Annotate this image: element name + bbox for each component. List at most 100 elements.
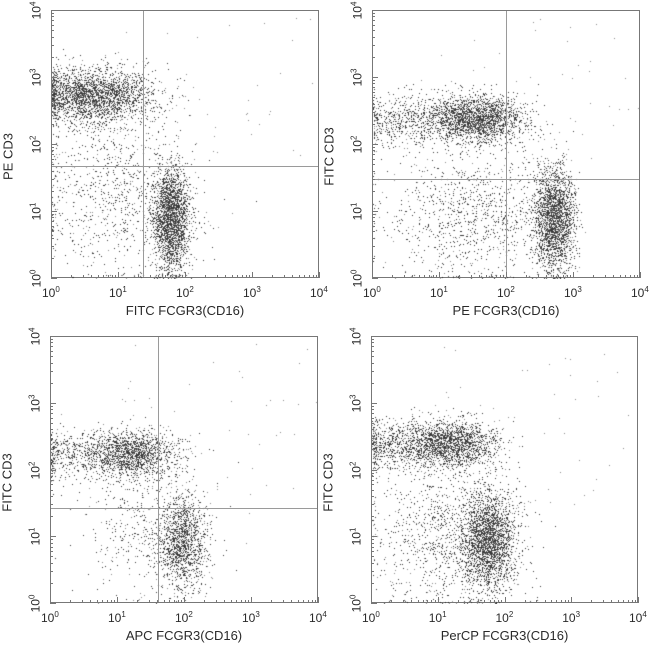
y-tick — [372, 36, 375, 38]
y-tick — [50, 546, 53, 548]
x-tick — [271, 600, 273, 603]
y-tick — [50, 536, 56, 538]
x-tick — [469, 600, 471, 603]
y-tick — [371, 539, 374, 541]
x-tick — [638, 597, 639, 603]
tick-exponent: 2 — [510, 285, 515, 294]
y-tick — [372, 16, 375, 18]
x-tick — [573, 272, 574, 278]
x-tick — [457, 600, 459, 603]
x-tick — [604, 275, 606, 278]
x-tick — [495, 275, 497, 278]
tick-exponent: 1 — [28, 202, 38, 208]
x-tick — [97, 275, 99, 278]
y-tick — [372, 150, 375, 152]
x-tick — [392, 275, 394, 278]
y-tick — [50, 484, 53, 486]
y-tick — [371, 469, 377, 471]
x-tick — [479, 275, 481, 278]
tick-base: 10 — [28, 465, 43, 479]
x-tick — [231, 275, 233, 278]
y-tick — [371, 336, 377, 337]
x-axis-label: FITC FCGR3(CD16) — [125, 303, 245, 318]
x-tick — [428, 275, 430, 278]
x-tick — [107, 275, 109, 278]
tick-base: 10 — [495, 611, 509, 625]
x-tick-label: 103 — [243, 285, 261, 300]
x-tick — [81, 600, 83, 603]
x-tick — [318, 597, 319, 603]
tick-exponent: 1 — [442, 610, 447, 619]
y-tick — [372, 123, 375, 125]
quadrant-gate-horizontal — [52, 165, 318, 167]
tick-base: 10 — [350, 274, 365, 288]
x-tick — [205, 275, 207, 278]
y-tick — [51, 77, 57, 78]
tick-base: 10 — [564, 286, 578, 300]
tick-exponent: 4 — [644, 285, 649, 294]
x-tick — [118, 272, 119, 278]
y-tick — [372, 231, 375, 233]
y-tick — [371, 582, 374, 584]
x-tick — [71, 275, 73, 278]
tick-base: 10 — [176, 286, 190, 300]
x-tick — [504, 597, 506, 603]
tick-base: 10 — [29, 207, 44, 221]
y-tick — [371, 475, 374, 477]
y-tick — [50, 346, 53, 348]
y-tick — [51, 80, 54, 82]
y-tick — [50, 402, 56, 404]
x-tick-label: 100 — [42, 285, 60, 300]
x-tick — [526, 275, 528, 278]
y-tick — [372, 77, 378, 78]
x-tick — [484, 600, 486, 603]
x-tick — [91, 275, 93, 278]
y-tick — [51, 30, 54, 32]
y-tick — [372, 10, 378, 11]
x-tick — [371, 597, 372, 603]
tick-exponent: 2 — [508, 610, 514, 619]
y-tick — [372, 225, 375, 227]
x-tick — [298, 275, 300, 278]
y-tick-label: 100 — [29, 269, 44, 289]
x-tick-label: 103 — [564, 286, 582, 300]
x-tick — [627, 600, 629, 603]
y-tick — [51, 179, 54, 181]
tick-exponent: 1 — [27, 527, 37, 533]
x-tick — [552, 275, 554, 278]
x-tick — [544, 600, 546, 603]
x-tick — [247, 600, 249, 603]
y-tick — [50, 409, 53, 411]
x-tick — [569, 275, 571, 278]
plot-area — [371, 336, 639, 604]
y-tick — [371, 346, 374, 348]
y-tick — [50, 342, 53, 344]
x-tick — [50, 597, 51, 603]
x-tick — [611, 600, 613, 603]
tick-exponent: 3 — [256, 285, 261, 294]
x-tick — [82, 275, 84, 278]
y-tick — [371, 603, 377, 604]
x-tick — [439, 272, 440, 278]
x-tick — [245, 275, 247, 278]
x-tick — [617, 600, 619, 603]
y-tick — [371, 350, 374, 352]
x-tick-label: 102 — [176, 286, 194, 300]
y-tick — [372, 56, 375, 58]
y-tick — [51, 97, 54, 99]
x-tick — [372, 272, 373, 278]
scatter-points — [372, 337, 639, 604]
y-tick — [50, 472, 53, 474]
x-tick — [308, 275, 310, 278]
x-tick — [432, 275, 434, 278]
x-tick-label: 102 — [175, 611, 193, 625]
y-tick — [50, 539, 53, 541]
tick-base: 10 — [428, 611, 443, 625]
tick-exponent: 0 — [55, 285, 60, 294]
y-tick — [371, 562, 374, 564]
x-tick — [633, 275, 635, 278]
y-tick — [372, 158, 375, 160]
y-tick — [51, 225, 54, 227]
tick-exponent: 3 — [349, 68, 359, 74]
tick-exponent: 0 — [27, 594, 37, 600]
